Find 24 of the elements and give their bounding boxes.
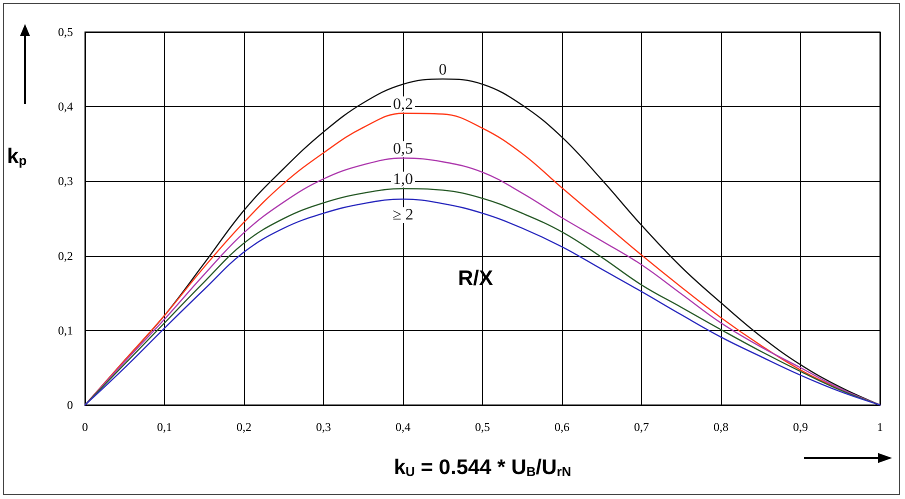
x-tick-label: 0,2 — [236, 420, 252, 434]
y-tick-label: 0,5 — [58, 25, 73, 39]
series-label: 0,2 — [393, 96, 413, 113]
y-tick-label: 0,4 — [58, 100, 73, 114]
series-label: ≥ 2 — [392, 206, 414, 224]
y-tick-label: 0 — [67, 398, 73, 412]
series-label: 0 — [438, 62, 447, 78]
x-tick-label: 0,7 — [634, 420, 649, 434]
x-tick-label: 0,4 — [396, 420, 410, 434]
y-tick-label: 0,1 — [58, 323, 73, 338]
x-tick-label: 0,6 — [554, 420, 570, 434]
x-tick-label: 0,3 — [316, 420, 331, 434]
x-tick-label: 0,1 — [157, 420, 172, 434]
y-tick-label: 0,3 — [58, 174, 73, 188]
x-tick-label: 0,9 — [793, 420, 808, 434]
x-axis-title: kU = 0.544 * UB/UrN — [394, 456, 572, 479]
series-label: 1,0 — [393, 171, 413, 188]
y-tick-label: 0,2 — [58, 248, 73, 263]
x-tick-label: 0 — [82, 420, 88, 434]
x-tick-label: 0,8 — [714, 420, 728, 434]
y-axis-title: kp — [7, 145, 27, 168]
series-label: 0,5 — [393, 140, 413, 158]
x-tick-label: 1 — [877, 420, 883, 434]
x-tick-label: 0,5 — [475, 420, 490, 434]
